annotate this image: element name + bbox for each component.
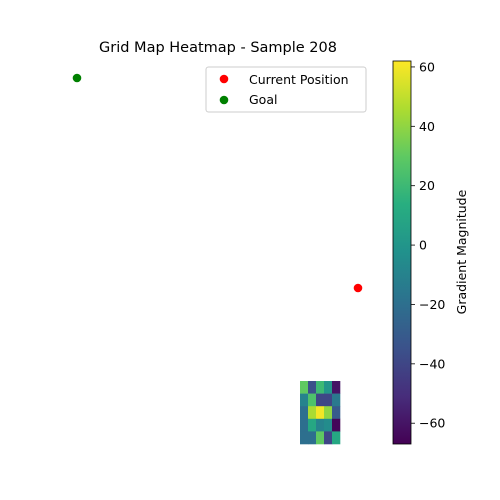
- legend-label-goal: Goal: [249, 92, 277, 107]
- heatmap-cell: [324, 393, 333, 407]
- heatmap-cell: [308, 393, 317, 407]
- heatmap-cell: [300, 393, 309, 407]
- heatmap-cell: [332, 418, 341, 432]
- heatmap-cell: [316, 406, 325, 420]
- heatmap-cell: [300, 431, 309, 445]
- heatmap-cell: [324, 381, 333, 394]
- heatmap-cell: [316, 393, 325, 407]
- heatmap-cell: [316, 381, 325, 394]
- heatmap-cell: [308, 406, 317, 420]
- legend-marker-current-position: [219, 74, 229, 84]
- heatmap-cell: [332, 393, 341, 407]
- heatmap-cell: [316, 431, 325, 445]
- point-current-position: [353, 283, 363, 293]
- heatmap-grid: [300, 381, 341, 445]
- heatmap-cell: [308, 418, 317, 432]
- points-layer: [72, 73, 363, 293]
- heatmap-cell: [332, 406, 341, 420]
- colorbar-tick-label: 20: [419, 178, 435, 193]
- colorbar: 60 40 20 0 −20 −40 −60 Gradient Magnitude: [392, 59, 469, 445]
- colorbar-gradient: [392, 60, 412, 445]
- legend: Current Position Goal: [205, 66, 367, 113]
- legend-frame: [205, 66, 367, 113]
- heatmap-cell: [308, 381, 317, 394]
- heatmap-cell: [316, 418, 325, 432]
- point-goal: [72, 73, 82, 83]
- heatmap-cell: [308, 431, 317, 445]
- chart-title: Grid Map Heatmap - Sample 208: [99, 40, 337, 56]
- heatmap-cell: [300, 381, 309, 394]
- legend-label-current-position: Current Position: [249, 72, 349, 87]
- colorbar-ticks: 60 40 20 0 −20 −40 −60: [411, 59, 445, 431]
- colorbar-tick-label: −20: [419, 297, 445, 312]
- heatmap-cell: [332, 431, 341, 445]
- heatmap-cell: [324, 406, 333, 420]
- colorbar-tick-label: 0: [419, 238, 427, 253]
- heatmap-cell: [324, 431, 333, 445]
- colorbar-tick-label: 40: [419, 119, 435, 134]
- heatmap-cell: [300, 406, 309, 420]
- colorbar-tick-label: −60: [419, 416, 445, 431]
- legend-marker-goal: [219, 95, 229, 105]
- colorbar-tick-label: −40: [419, 356, 445, 371]
- heatmap-cell: [300, 418, 309, 432]
- colorbar-tick-label: 60: [419, 59, 435, 74]
- heatmap-cell: [324, 418, 333, 432]
- colorbar-label: Gradient Magnitude: [454, 189, 469, 314]
- heatmap-cell: [332, 381, 341, 394]
